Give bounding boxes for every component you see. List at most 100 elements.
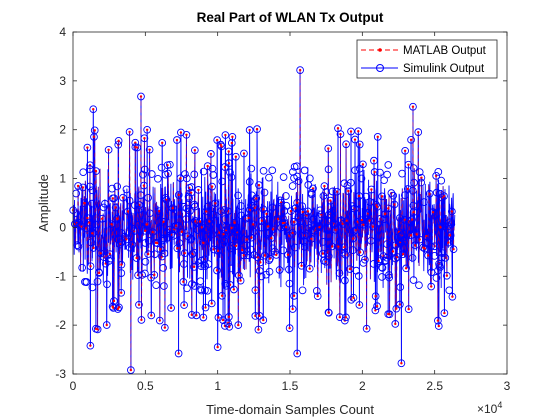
simulink-marker	[367, 236, 375, 245]
simulink-marker	[236, 276, 245, 285]
simulink-marker	[234, 191, 242, 200]
simulink-marker	[197, 286, 206, 295]
matlab-marker	[443, 311, 446, 315]
simulink-marker	[400, 215, 409, 224]
simulink-marker	[117, 238, 126, 247]
simulink-marker	[237, 211, 246, 220]
matlab-marker	[376, 135, 379, 139]
simulink-marker	[336, 130, 345, 138]
simulink-marker	[147, 170, 156, 178]
matlab-marker	[176, 247, 179, 250]
simulink-marker	[279, 246, 288, 255]
simulink-marker	[140, 165, 149, 174]
simulink-marker	[155, 316, 164, 325]
simulink-marker	[227, 139, 236, 147]
simulink-marker	[419, 243, 428, 252]
simulink-marker	[74, 242, 83, 251]
simulink-marker	[384, 161, 393, 169]
simulink-marker	[234, 321, 243, 329]
matlab-marker	[330, 245, 334, 248]
matlab-marker	[161, 141, 164, 145]
simulink-marker	[193, 226, 202, 234]
simulink-marker	[305, 174, 314, 183]
simulink-marker	[208, 182, 216, 191]
matlab-marker	[86, 146, 89, 149]
simulink-marker	[135, 300, 143, 309]
simulink-marker	[404, 305, 413, 313]
simulink-marker	[182, 215, 190, 223]
matlab-marker	[295, 201, 299, 204]
matlab-marker	[436, 319, 440, 322]
simulink-marker	[117, 288, 126, 297]
simulink-marker	[153, 239, 162, 247]
matlab-marker	[296, 352, 299, 355]
simulink-marker	[175, 239, 184, 247]
matlab-marker	[262, 318, 265, 322]
y-tick-label: 0	[59, 220, 66, 234]
matlab-marker	[92, 107, 95, 111]
matlab-marker	[182, 303, 186, 307]
simulink-marker	[92, 220, 100, 229]
matlab-marker	[210, 302, 213, 305]
matlab-marker	[194, 219, 197, 223]
matlab-marker	[426, 254, 430, 257]
simulink-marker	[202, 207, 210, 216]
simulink-marker	[111, 203, 120, 212]
matlab-marker	[140, 318, 143, 322]
simulink-marker	[401, 146, 409, 155]
simulink-marker	[351, 135, 359, 144]
matlab-marker	[380, 195, 384, 198]
simulink-marker	[186, 235, 195, 244]
simulink-marker	[136, 191, 145, 199]
simulink-marker	[275, 266, 284, 274]
matlab-marker	[276, 217, 280, 221]
matlab-marker	[195, 314, 198, 317]
matlab-marker	[108, 252, 112, 256]
matlab-marker	[228, 325, 231, 328]
matlab-marker	[83, 201, 86, 205]
matlab-marker	[310, 237, 313, 240]
simulink-marker	[249, 220, 258, 229]
simulink-marker	[298, 286, 307, 295]
matlab-marker	[357, 194, 361, 198]
simulink-marker	[410, 178, 418, 187]
simulink-marker	[113, 214, 122, 223]
matlab-marker	[131, 243, 134, 246]
simulink-marker	[355, 164, 364, 173]
matlab-marker	[336, 127, 340, 130]
simulink-marker	[257, 272, 266, 281]
simulink-marker	[282, 223, 290, 231]
simulink-marker	[221, 131, 230, 139]
matlab-marker	[99, 252, 102, 255]
y-tick-label: -3	[55, 367, 66, 381]
simulink-marker	[255, 267, 264, 275]
simulink-marker	[86, 161, 94, 170]
simulink-marker	[434, 316, 442, 325]
matlab-marker	[110, 223, 113, 226]
simulink-marker	[301, 231, 309, 240]
simulink-marker	[390, 200, 399, 209]
matlab-marker	[413, 244, 417, 247]
simulink-marker	[201, 303, 210, 312]
simulink-marker	[82, 278, 91, 286]
simulink-marker	[144, 193, 152, 202]
simulink-marker	[408, 253, 417, 262]
simulink-marker	[319, 192, 328, 200]
simulink-marker	[183, 284, 191, 293]
matlab-marker	[394, 322, 397, 326]
matlab-marker	[270, 236, 273, 240]
matlab-marker	[375, 304, 379, 308]
simulink-marker	[297, 217, 305, 226]
simulink-marker	[201, 286, 209, 295]
simulink-marker	[147, 311, 156, 320]
matlab-marker	[360, 218, 364, 222]
matlab-marker	[418, 238, 421, 241]
matlab-marker	[216, 249, 220, 253]
simulink-marker	[371, 292, 380, 301]
simulink-marker	[88, 199, 96, 208]
simulink-marker	[289, 168, 297, 176]
simulink-marker	[305, 264, 314, 273]
simulink-marker	[288, 182, 297, 190]
simulink-marker	[155, 207, 164, 216]
matlab-marker	[215, 138, 219, 142]
